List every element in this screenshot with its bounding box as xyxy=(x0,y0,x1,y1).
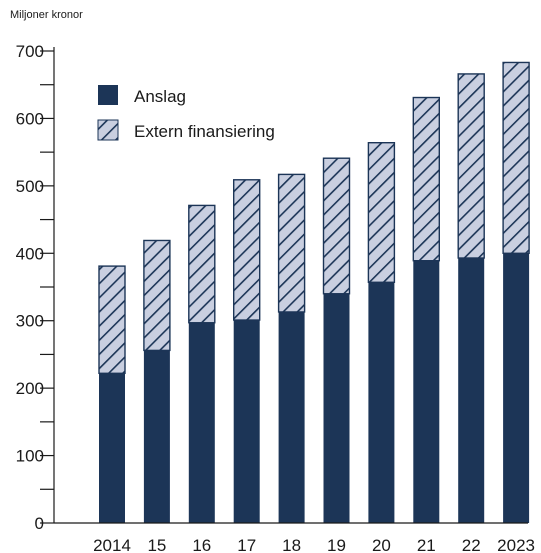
bar-extern-finansiering xyxy=(322,157,351,295)
legend: Anslag Extern finansiering xyxy=(97,85,275,141)
bar-extern-finansiering xyxy=(457,73,485,259)
y-axis-unit-label: Miljoner kronor xyxy=(10,9,83,21)
y-axis: 0 100 200 300 400 500 600 700 xyxy=(16,42,55,533)
legend-label-extern-finansiering: Extern finansiering xyxy=(134,122,275,141)
bar-anslag xyxy=(413,260,440,523)
bar-extern-finansiering xyxy=(98,265,126,375)
x-tick-label: 2014 xyxy=(93,536,131,553)
x-tick-label: 22 xyxy=(462,536,481,553)
x-tick-label: 2023 xyxy=(497,536,535,553)
x-tick-label: 15 xyxy=(147,536,166,553)
bar-extern-finansiering xyxy=(143,239,171,352)
x-axis: 2014 15 16 17 18 19 20 21 22 2023 xyxy=(54,522,535,553)
bar-extern-finansiering xyxy=(188,204,216,324)
bar-anslag xyxy=(503,253,530,524)
y-tick-label: 100 xyxy=(16,447,44,466)
legend-swatch-anslag xyxy=(98,85,118,105)
x-tick-label: 16 xyxy=(192,536,211,553)
x-tick-label: 17 xyxy=(237,536,256,553)
bar-anslag xyxy=(188,322,215,523)
bar-extern-finansiering xyxy=(277,173,306,313)
bar-anslag xyxy=(323,293,350,523)
bars xyxy=(98,61,530,524)
y-tick-label: 300 xyxy=(16,312,44,331)
y-tick-label: 400 xyxy=(16,244,44,263)
bar-anslag xyxy=(233,320,260,523)
y-tick-label: 600 xyxy=(16,109,44,128)
bar-extern-finansiering xyxy=(232,179,261,321)
bar-anslag xyxy=(143,350,170,523)
y-tick-label: 0 xyxy=(35,514,44,533)
bar-anslag xyxy=(368,282,395,523)
x-tick-label: 19 xyxy=(327,536,346,553)
y-tick-label: 500 xyxy=(16,177,44,196)
bar-anslag xyxy=(458,258,485,523)
x-tick-label: 20 xyxy=(372,536,391,553)
legend-swatch-extern-finansiering xyxy=(97,119,119,141)
bar-anslag xyxy=(278,311,305,523)
bar-extern-finansiering xyxy=(367,142,396,283)
bar-extern-finansiering xyxy=(412,96,440,262)
x-tick-label: 21 xyxy=(417,536,436,553)
x-tick-label: 18 xyxy=(282,536,301,553)
legend-label-anslag: Anslag xyxy=(134,87,186,106)
bar-extern-finansiering xyxy=(502,61,530,254)
bar-anslag xyxy=(99,373,125,523)
y-tick-label: 700 xyxy=(16,42,44,61)
y-tick-label: 200 xyxy=(16,379,44,398)
